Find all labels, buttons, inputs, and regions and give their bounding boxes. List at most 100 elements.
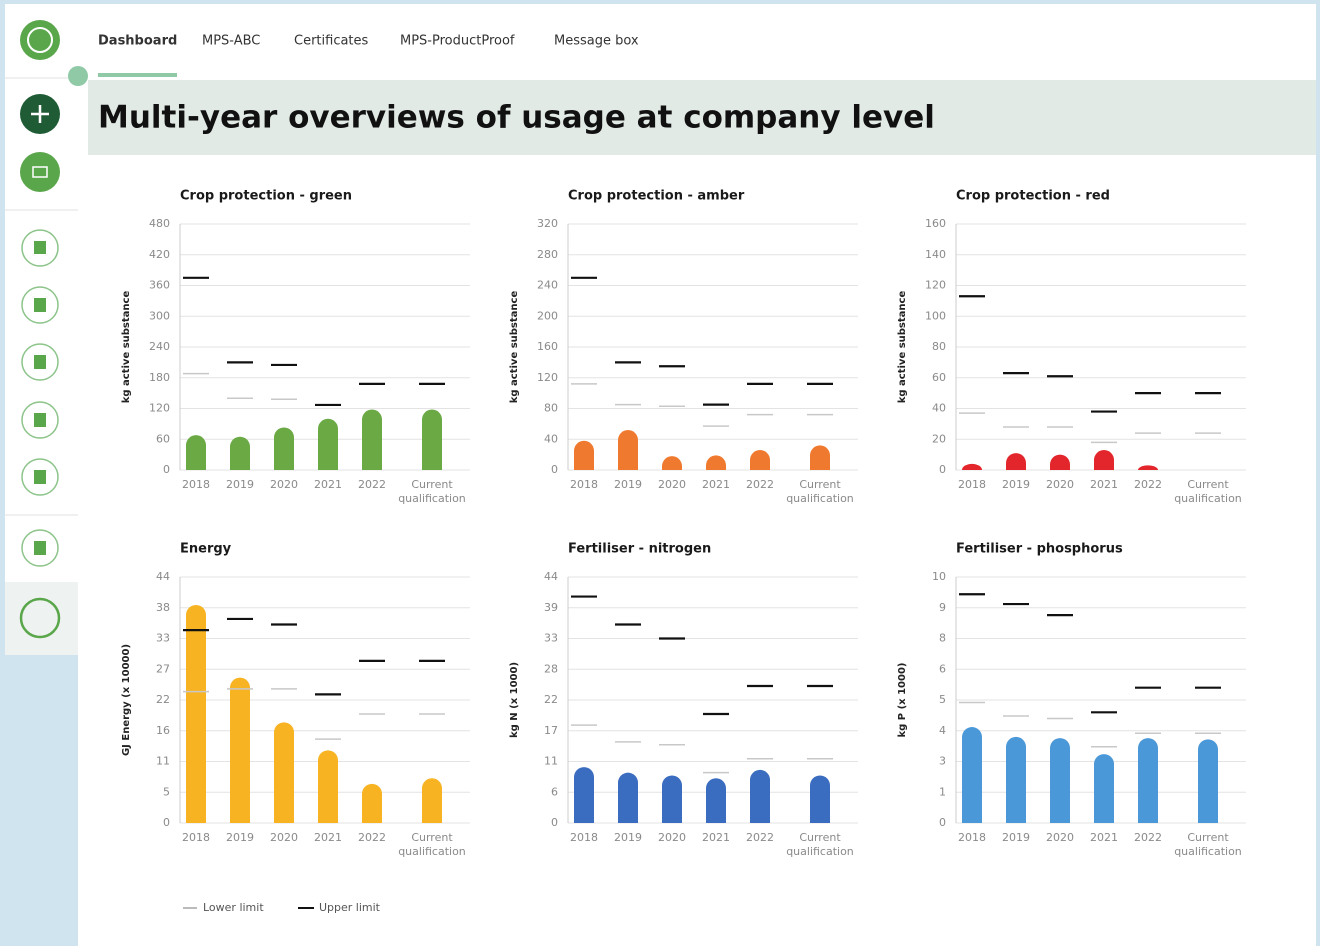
bar <box>618 772 638 823</box>
y-tick-label: 40 <box>932 402 946 415</box>
y-axis-label: GJ Energy (x 10000) <box>121 644 132 756</box>
bar <box>230 436 250 470</box>
y-tick-label: 60 <box>932 371 946 384</box>
bar <box>422 778 442 823</box>
y-tick-label: 300 <box>149 309 170 322</box>
mail-button[interactable] <box>20 152 60 192</box>
y-tick-label: 38 <box>156 601 170 614</box>
x-tick-label: 2021 <box>1090 478 1118 491</box>
bar <box>706 455 726 470</box>
doc-icon <box>34 298 46 312</box>
stats-button[interactable] <box>21 458 59 496</box>
chart-title: Energy <box>180 542 232 557</box>
y-tick-label: 80 <box>932 340 946 353</box>
bar <box>662 456 682 470</box>
chart-title: Fertiliser - nitrogen <box>568 542 711 557</box>
nav-tab[interactable]: MPS-ProductProof <box>400 34 515 49</box>
nav-tab[interactable]: Certificates <box>294 34 369 49</box>
y-axis-label: kg active substance <box>897 291 908 404</box>
x-tick-label: Current qualification <box>1174 831 1242 858</box>
y-tick-label: 60 <box>156 432 170 445</box>
x-tick-label: 2019 <box>1002 478 1030 491</box>
building-icon <box>34 541 46 555</box>
y-tick-label: 11 <box>156 755 170 768</box>
x-tick-label: 2022 <box>746 831 774 844</box>
y-tick-label: 16 <box>156 724 170 737</box>
x-tick-label-line: Current <box>799 831 841 844</box>
bar <box>1006 453 1026 470</box>
y-tick-label: 10 <box>932 570 946 583</box>
x-tick-label: 2018 <box>958 831 986 844</box>
user-button[interactable] <box>19 597 61 639</box>
y-tick-label: 120 <box>925 279 946 292</box>
x-tick-label: 2022 <box>746 478 774 491</box>
y-tick-label: 40 <box>544 432 558 445</box>
y-tick-label: 120 <box>537 371 558 384</box>
x-tick-label: 2021 <box>702 831 730 844</box>
building-button[interactable] <box>21 529 59 567</box>
bar <box>618 430 638 470</box>
bar <box>362 783 382 823</box>
y-tick-label: 360 <box>149 279 170 292</box>
y-tick-label: 120 <box>149 402 170 415</box>
y-tick-label: 22 <box>544 693 558 706</box>
y-tick-label: 0 <box>163 463 170 476</box>
y-tick-label: 0 <box>939 816 946 829</box>
list-icon <box>34 241 46 254</box>
y-tick-label: 480 <box>149 217 170 230</box>
x-tick-label-line: Current <box>1187 831 1229 844</box>
bar <box>1198 739 1218 823</box>
y-axis-label: kg active substance <box>509 291 520 404</box>
bar <box>1050 738 1070 823</box>
x-tick-label: 2018 <box>958 478 986 491</box>
y-tick-label: 28 <box>544 662 558 675</box>
bar <box>362 409 382 470</box>
x-tick-label-line: qualification <box>786 492 854 505</box>
nav-tab[interactable]: Dashboard <box>98 34 177 49</box>
y-tick-label: 160 <box>925 217 946 230</box>
legend-lower: Lower limit <box>203 901 264 914</box>
x-tick-label: 2019 <box>1002 831 1030 844</box>
bar <box>962 463 982 470</box>
y-tick-label: 17 <box>544 724 558 737</box>
edit-icon <box>34 355 46 369</box>
archive-button[interactable] <box>21 401 59 439</box>
logo[interactable] <box>20 20 60 60</box>
mail-icon <box>32 166 48 178</box>
x-tick-label: 2021 <box>702 478 730 491</box>
doc-button[interactable] <box>21 286 59 324</box>
page-title: Multi-year overviews of usage at company… <box>98 100 935 136</box>
list-button[interactable] <box>21 229 59 267</box>
bar <box>274 427 294 470</box>
x-tick-label-line: qualification <box>1174 492 1242 505</box>
x-tick-label: Current qualification <box>786 478 854 505</box>
y-tick-label: 320 <box>537 217 558 230</box>
nav-tab[interactable]: Message box <box>554 34 639 49</box>
x-tick-label: 2018 <box>182 478 210 491</box>
x-tick-label: 2022 <box>358 831 386 844</box>
x-tick-label-line: Current <box>411 831 453 844</box>
x-tick-label: 2020 <box>270 831 298 844</box>
x-tick-label-line: Current <box>799 478 841 491</box>
x-tick-label: 2019 <box>226 478 254 491</box>
bar <box>186 604 206 823</box>
x-tick-label: 2022 <box>1134 831 1162 844</box>
bar <box>1050 454 1070 470</box>
y-tick-label: 200 <box>537 309 558 322</box>
y-tick-label: 22 <box>156 693 170 706</box>
bar <box>750 769 770 823</box>
bar <box>1138 738 1158 823</box>
x-tick-label: Current qualification <box>398 478 466 505</box>
y-tick-label: 240 <box>537 279 558 292</box>
edit-button[interactable] <box>21 343 59 381</box>
nav-tab[interactable]: MPS-ABC <box>202 34 260 49</box>
bar <box>230 677 250 823</box>
bar <box>1006 736 1026 823</box>
x-tick-label: 2018 <box>570 478 598 491</box>
x-tick-label: 2022 <box>1134 478 1162 491</box>
x-tick-label: 2020 <box>1046 831 1074 844</box>
x-tick-label: 2019 <box>614 831 642 844</box>
collapse-button[interactable] <box>68 66 88 86</box>
bar <box>574 767 594 823</box>
